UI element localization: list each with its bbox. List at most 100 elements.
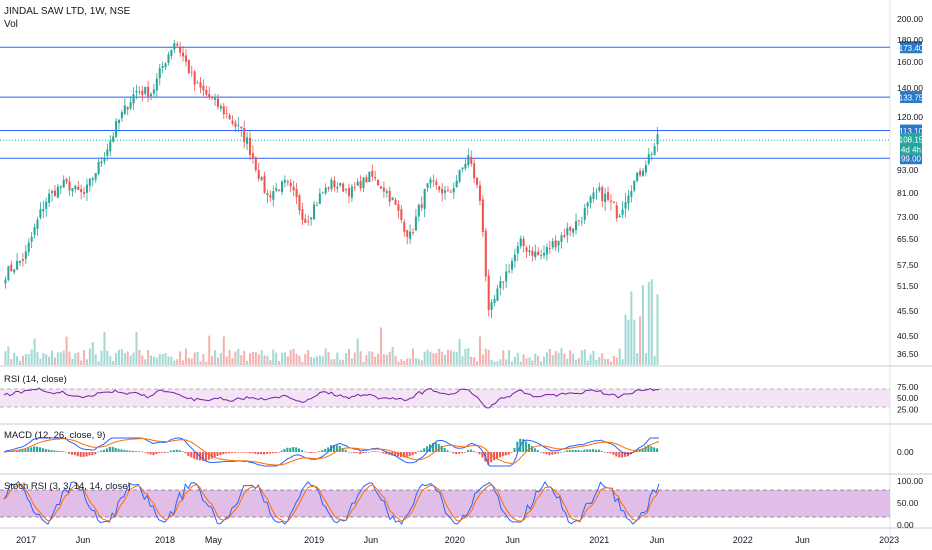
volume-bar xyxy=(566,358,569,365)
macd-histogram-bar xyxy=(236,452,239,453)
macd-histogram-bar xyxy=(504,452,507,456)
volume-label[interactable]: Vol xyxy=(4,19,18,30)
candle xyxy=(278,189,281,192)
macd-histogram-bar xyxy=(382,452,385,454)
macd-histogram-bar xyxy=(408,452,411,457)
candle xyxy=(80,184,83,200)
candle xyxy=(71,187,74,197)
level-tag xyxy=(900,91,922,104)
volume-bar xyxy=(455,351,458,365)
volume-bar xyxy=(563,353,566,365)
volume-bar xyxy=(278,361,281,365)
candle xyxy=(237,116,240,133)
volume-bar xyxy=(88,348,91,365)
time-axis[interactable]: 2017 Jun 2018 May 2019 Jun 2020 Jun 2021 Jun 2022 J… xyxy=(16,535,899,545)
candle xyxy=(493,294,496,307)
price-candles[interactable] xyxy=(4,39,659,319)
volume-bar xyxy=(470,356,473,365)
candle xyxy=(310,217,313,226)
macd-histogram-bar xyxy=(478,452,481,455)
candle xyxy=(228,113,231,120)
candle xyxy=(330,177,333,192)
volume-bar xyxy=(27,354,30,365)
candle xyxy=(100,156,103,167)
price-tick-label: 57.50 xyxy=(897,260,919,270)
macd-histogram-bar xyxy=(213,452,216,458)
volume-bar xyxy=(359,351,362,365)
time-tick-label: 2021 xyxy=(589,535,609,545)
candle xyxy=(639,167,642,178)
macd-histogram-bar xyxy=(102,449,106,452)
candle xyxy=(414,208,417,231)
volume-bar xyxy=(548,348,551,365)
macd-histogram-bar xyxy=(618,452,621,458)
candle xyxy=(656,126,659,152)
macd-histogram-bar xyxy=(589,449,592,452)
macd-histogram-bar xyxy=(73,452,76,456)
stoch-tick-label: 100.00 xyxy=(897,476,923,486)
macd-title[interactable]: MACD (12, 26, close, 9) xyxy=(4,430,105,441)
volume-bar xyxy=(505,359,508,365)
macd-histogram-bar xyxy=(341,448,344,452)
macd-histogram-bar xyxy=(126,450,129,452)
volume-bar xyxy=(464,348,467,365)
candle xyxy=(115,117,118,139)
macd-histogram-bar xyxy=(59,451,62,452)
time-tick-label: Jun xyxy=(505,535,520,545)
volume-bar xyxy=(377,353,380,365)
candle xyxy=(283,175,286,188)
candle xyxy=(152,83,155,98)
macd-histogram-bar xyxy=(62,451,65,452)
stoch-title[interactable]: Stoch RSI (3, 3, 14, 14, close) xyxy=(4,481,131,492)
macd-histogram-bar xyxy=(635,450,638,452)
volume-bar xyxy=(452,351,455,365)
price-tick-label: 73.00 xyxy=(897,212,919,222)
candle xyxy=(575,213,578,235)
candle xyxy=(374,170,377,181)
time-tick-label: May xyxy=(205,535,223,545)
candle xyxy=(490,299,493,319)
volume-bar xyxy=(487,349,490,365)
candle xyxy=(467,148,470,169)
candle xyxy=(458,169,461,184)
candle xyxy=(347,183,350,204)
candle xyxy=(141,85,144,102)
rsi-title[interactable]: RSI (14, close) xyxy=(4,374,67,385)
candle xyxy=(269,190,272,202)
symbol-title[interactable]: JINDAL SAW LTD, 1W, NSE xyxy=(4,6,131,17)
candle xyxy=(83,186,86,198)
macd-histogram-bar xyxy=(626,452,630,457)
volume-bar xyxy=(371,351,374,365)
volume-bar xyxy=(260,350,263,365)
candle xyxy=(94,172,97,183)
volume-bar xyxy=(327,352,330,365)
candle xyxy=(97,158,100,176)
volume-bar xyxy=(513,356,516,365)
candle xyxy=(138,86,141,95)
volume-bar xyxy=(432,353,435,365)
volume-bar xyxy=(240,355,243,365)
candle xyxy=(385,188,388,198)
macd-histogram-bar xyxy=(449,451,452,453)
volume-bar xyxy=(219,353,222,365)
volume-bar xyxy=(601,353,604,365)
volume-bar xyxy=(120,349,123,365)
candle xyxy=(30,231,33,249)
volume-bar xyxy=(68,351,71,365)
stoch-tick-label: 0.00 xyxy=(897,520,914,530)
volume-bar xyxy=(557,352,560,365)
candle xyxy=(461,167,464,173)
candle xyxy=(353,181,356,191)
candle xyxy=(184,49,187,67)
volume-bar xyxy=(598,357,601,365)
candle xyxy=(39,202,42,220)
volume-bar xyxy=(397,361,400,365)
volume-bar xyxy=(531,360,534,365)
volume-bars xyxy=(4,279,659,365)
level-tag-label: 173.40 xyxy=(899,44,924,53)
candle xyxy=(595,188,598,201)
macd-histogram-bar xyxy=(551,452,554,455)
macd-histogram-bar xyxy=(463,452,466,453)
candle xyxy=(400,205,403,223)
